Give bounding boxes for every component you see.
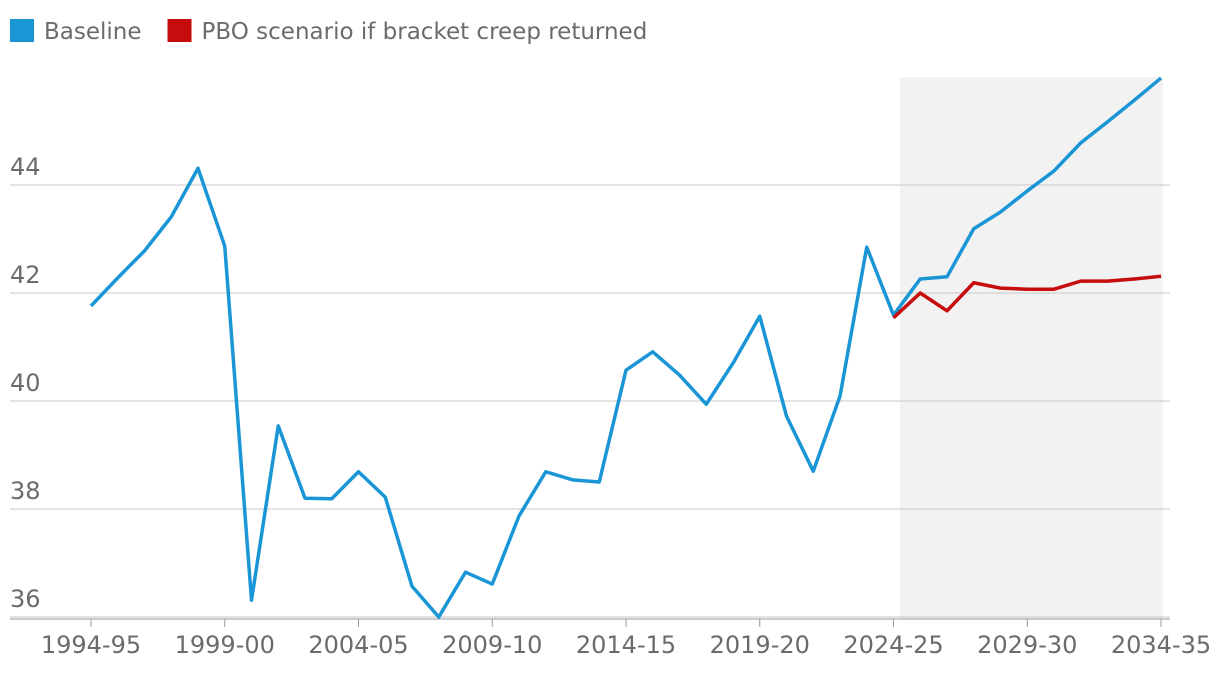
- x-tick-label: 2024-25: [843, 631, 943, 659]
- legend-swatch: [167, 19, 192, 42]
- y-tick-label: 36: [10, 585, 41, 613]
- series-line: [892, 274, 1162, 320]
- legend-swatch: [10, 19, 34, 42]
- x-tick-label: 2014-15: [576, 631, 676, 659]
- legend-label: PBO scenario if bracket creep returned: [202, 19, 648, 45]
- x-tick-label: 2019-20: [710, 631, 810, 659]
- x-tick-label: 2034-35: [1111, 631, 1211, 659]
- y-tick-label: 42: [10, 261, 41, 289]
- legend-label: Baseline: [44, 19, 142, 45]
- y-tick-label: 40: [10, 369, 41, 397]
- x-tick-label: 2004-05: [308, 631, 408, 659]
- projection-shade: [900, 77, 1163, 619]
- x-tick-label: 1994-95: [41, 631, 141, 659]
- y-tick-label: 44: [10, 153, 41, 181]
- x-tick-label: 2029-30: [977, 631, 1077, 659]
- x-tick-label: 2009-10: [442, 631, 542, 659]
- y-tick-label: 38: [10, 477, 41, 505]
- series-line: [89, 76, 1163, 619]
- x-tick-label: 1999-00: [175, 631, 275, 659]
